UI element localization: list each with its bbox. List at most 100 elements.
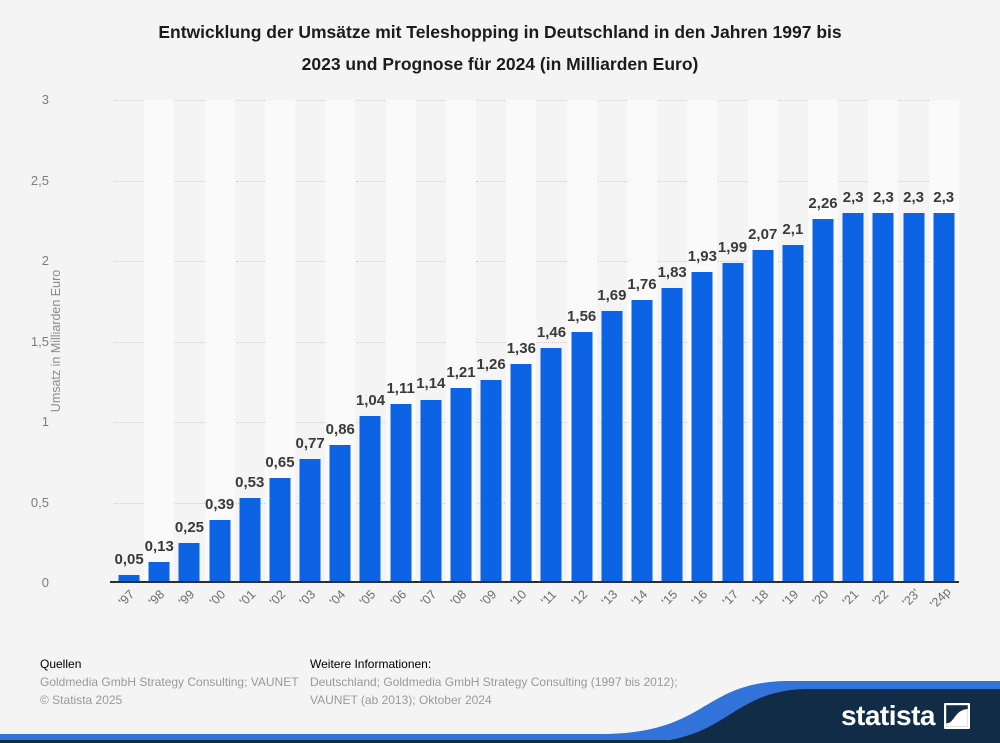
bar-value-label: 1,04: [355, 391, 386, 409]
statista-logo-text: statista: [840, 700, 936, 731]
bar-column: 0,65 '02: [264, 100, 296, 609]
bar-value-label: 1,46: [536, 323, 567, 341]
bar-column: 1,83 '15: [657, 100, 687, 608]
bar-column: 2,3 '23': [898, 100, 928, 610]
bar[interactable]: [752, 249, 774, 583]
bar[interactable]: [631, 299, 653, 583]
x-tick-label: '22: [870, 587, 892, 609]
bar-column: 0,13 '98: [144, 100, 175, 609]
bar-column: 2,07 '18: [747, 100, 778, 609]
bar-column: 2,3 '22: [868, 100, 899, 609]
x-tick-label: '14: [628, 587, 651, 609]
bar-value-label: 0,86: [325, 420, 355, 438]
bar[interactable]: [450, 388, 472, 583]
bar[interactable]: [812, 219, 834, 583]
x-tick-label: '02: [266, 587, 289, 609]
bar-column: 2,3 '21: [838, 100, 868, 609]
y-tick-label: 0,5: [30, 494, 49, 510]
bar[interactable]: [480, 380, 502, 583]
y-tick-label: 3: [41, 92, 49, 107]
x-tick-label: '12: [568, 587, 590, 609]
chart-title: Entwicklung der Umsätze mit Teleshopping…: [0, 16, 1000, 80]
statista-logo-icon: [944, 703, 970, 729]
bar[interactable]: [601, 310, 623, 583]
bar[interactable]: [239, 497, 261, 583]
x-tick-label: '13: [598, 587, 621, 609]
info-label: Weitere Informationen:: [310, 657, 432, 671]
y-axis-label: Umsatz in Milliarden Euro: [49, 269, 63, 413]
y-tick-label: 2: [41, 253, 49, 268]
bar[interactable]: [933, 212, 955, 583]
bar-column: 1,04 '05: [355, 100, 386, 609]
x-tick-label: '05: [357, 587, 379, 609]
bar[interactable]: [390, 404, 412, 583]
bar-column: 1,46 '11: [536, 100, 567, 608]
bar-column: 1,69 '13: [597, 100, 627, 609]
bar[interactable]: [178, 542, 200, 583]
bar-value-label: 2,07: [748, 225, 778, 243]
bar[interactable]: [540, 347, 562, 583]
x-tick-label: '06: [387, 587, 409, 609]
bar[interactable]: [420, 399, 442, 583]
x-tick-label: '11: [538, 587, 560, 609]
statista-logo[interactable]: statista: [841, 702, 970, 730]
x-tick-label: '08: [447, 587, 470, 609]
bar-column: 2,26 '20: [807, 100, 839, 609]
gridline: [114, 422, 959, 423]
bars-row: 0,05 '97 0,13 '98 0,25 '99 0,39 '00 0,53 '01 0,65 '…: [114, 100, 959, 611]
x-tick-label: '09: [477, 587, 500, 609]
bar[interactable]: [359, 415, 381, 583]
gridline: [114, 261, 959, 262]
x-tick-label: '97: [115, 587, 138, 609]
sources-block: Quellen Goldmedia GmbH Strategy Consulti…: [40, 655, 299, 709]
bar[interactable]: [842, 212, 864, 583]
gridline: [114, 100, 959, 101]
bar[interactable]: [661, 288, 683, 583]
x-tick-label: '19: [779, 587, 802, 609]
bar-column: 1,11 '06: [385, 100, 416, 609]
bar-column: 0,77 '03: [295, 100, 325, 609]
bar[interactable]: [269, 478, 291, 583]
y-tick-label: 2,5: [30, 172, 49, 188]
bar[interactable]: [118, 574, 140, 583]
sources-label: Quellen: [40, 657, 82, 671]
bar-value-label: 1,14: [416, 375, 446, 393]
bar-column: 0,86 '04: [325, 100, 356, 609]
x-tick-label: '16: [689, 587, 711, 609]
bar-value-label: 1,26: [476, 356, 506, 374]
info-line1: Deutschland; Goldmedia GmbH Strategy Con…: [310, 675, 678, 689]
chart-title-line1: Entwicklung der Umsätze mit Teleshopping…: [158, 22, 842, 42]
bar[interactable]: [209, 520, 231, 583]
bar-value-label: 0,13: [144, 538, 174, 556]
bar[interactable]: [571, 331, 593, 583]
bar[interactable]: [903, 212, 925, 583]
bar[interactable]: [691, 272, 713, 583]
bar[interactable]: [510, 364, 532, 583]
bar-column: 0,25 '99: [174, 100, 205, 609]
bar[interactable]: [782, 244, 804, 583]
x-tick-label: '03: [296, 587, 319, 609]
bar-value-label: 0,25: [174, 518, 205, 536]
bar[interactable]: [722, 262, 744, 583]
gridline: [114, 180, 959, 182]
bar-column: 0,05 '97: [114, 100, 144, 609]
y-tick-label: 1: [41, 414, 49, 429]
sources-text: Goldmedia GmbH Strategy Consulting; VAUN…: [40, 675, 299, 689]
bar[interactable]: [299, 459, 321, 583]
bar-value-label: 2,26: [808, 195, 838, 213]
bar-value-label: 1,21: [446, 364, 476, 382]
bar[interactable]: [148, 562, 170, 583]
gridline: [114, 341, 959, 343]
x-tick-label: '23': [899, 586, 923, 610]
bar-value-label: 2,3: [903, 188, 924, 206]
bar-column: 2,1 '19: [778, 100, 808, 609]
bar-column: 1,99 '17: [717, 100, 748, 609]
bar-value-label: 1,83: [657, 264, 687, 282]
bar[interactable]: [872, 212, 894, 583]
bar-value-label: 2,3: [933, 188, 955, 206]
x-tick-label: '21: [840, 587, 862, 609]
bar-value-label: 1,99: [717, 238, 748, 256]
bar-value-label: 1,76: [627, 275, 657, 293]
bar[interactable]: [329, 444, 351, 583]
